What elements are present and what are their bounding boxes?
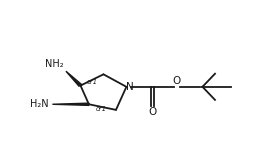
- Text: O: O: [173, 76, 181, 86]
- Text: O: O: [149, 107, 157, 117]
- Text: or1: or1: [87, 79, 98, 85]
- Text: H₂N: H₂N: [30, 99, 48, 109]
- Text: or1: or1: [96, 106, 107, 112]
- Polygon shape: [66, 71, 82, 86]
- Text: N: N: [126, 82, 134, 93]
- Polygon shape: [52, 103, 89, 105]
- Text: NH₂: NH₂: [45, 59, 64, 69]
